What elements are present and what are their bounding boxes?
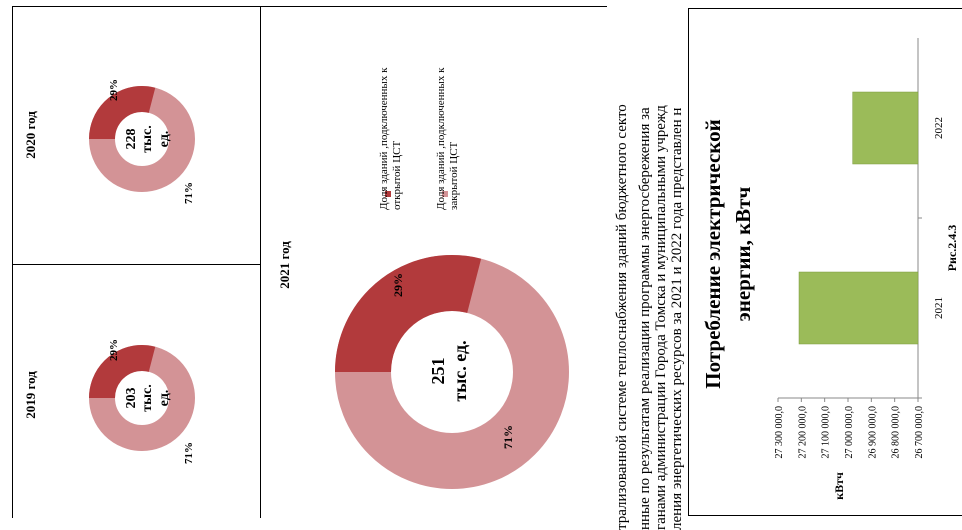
donut-center-value-2020: 228 xyxy=(124,128,139,150)
chart-title-line-2: энергии, кВтч xyxy=(731,186,755,322)
chart-ytick-label: 27 100 000,0 xyxy=(821,406,832,459)
legend-swatch-open xyxy=(385,191,391,197)
legend-swatch-closed xyxy=(442,191,448,197)
donut-title-2019: 2019 год xyxy=(23,371,38,419)
donut-center-unit1-2019: тыс. xyxy=(140,384,155,412)
chart-ytick-label: 27 300 000,0 xyxy=(774,406,785,459)
donut-center-value-2021: 251 xyxy=(428,357,448,385)
chart-ytick-label: 27 200 000,0 xyxy=(797,406,808,459)
donut-title-2021: 2021 год xyxy=(277,241,292,289)
chart-ytick-label: 26 700 000,0 xyxy=(914,406,925,459)
donut-title-2020: 2020 год xyxy=(23,111,38,159)
donut-center-unit2-2020: ед. xyxy=(157,130,172,148)
donut-center-value-2019: 203 xyxy=(124,387,139,409)
frame-left xyxy=(12,6,13,518)
chart-title-line-1: Потребление электрической xyxy=(701,119,725,389)
donut-closed-pct-2021: 71% xyxy=(501,425,515,449)
body-text-line-4: ления энергетических ресурсов за 2021 и … xyxy=(669,107,685,530)
donut-center-unit-2021: тыс. ед. xyxy=(450,340,470,402)
chart-frame-left xyxy=(688,8,689,516)
donut-svg-2019 xyxy=(89,345,195,451)
donut-open-pct-2019: 29% xyxy=(108,339,120,361)
donut-ring-open-2021 xyxy=(335,255,569,489)
donut-open-pct-2020: 29% xyxy=(108,79,120,101)
chart-caption: Рис.2.4.3 xyxy=(945,224,959,272)
donut-ring-open-2019 xyxy=(89,345,195,451)
body-text-line-1: трализованной системе теплоснабжения зда… xyxy=(614,104,630,530)
frame-middle-h xyxy=(12,264,260,265)
chart-ytick-label: 26 900 000,0 xyxy=(867,406,878,459)
donut-center-unit2-2019: ед. xyxy=(157,389,172,407)
donut-open-pct-2021: 29% xyxy=(391,273,405,297)
chart-category-label: 2021 xyxy=(933,297,945,319)
donut-svg-2021 xyxy=(335,255,569,489)
chart-ytick-label: 27 000 000,0 xyxy=(844,406,855,459)
chart-svg: 26 700 000,0 26 800 000,0 26 900 000,0 27 0… xyxy=(774,38,945,459)
frame-top xyxy=(12,6,607,7)
legend-label-open: Доля зданий ,подключенных к открытой ЦСТ xyxy=(378,67,403,210)
donut-svg-2020 xyxy=(89,86,195,192)
chart-frame-top xyxy=(688,8,962,9)
chart-frame-bottom xyxy=(688,515,962,516)
donut-ring-open-2020 xyxy=(89,86,195,192)
chart-category-label: 2022 xyxy=(933,117,945,139)
legend-label-closed: Доля зданий ,подключенных к закрытой ЦСТ xyxy=(435,67,460,210)
donut-center-unit1-2020: тыс. xyxy=(140,125,155,153)
frame-divider-v xyxy=(260,6,261,518)
donut-closed-pct-2019: 71% xyxy=(183,442,195,464)
chart-ytick-label: 26 800 000,0 xyxy=(891,406,902,459)
chart-bar-2022 xyxy=(852,91,919,165)
chart-bar-2021 xyxy=(798,271,919,345)
donut-closed-pct-2020: 71% xyxy=(183,182,195,204)
